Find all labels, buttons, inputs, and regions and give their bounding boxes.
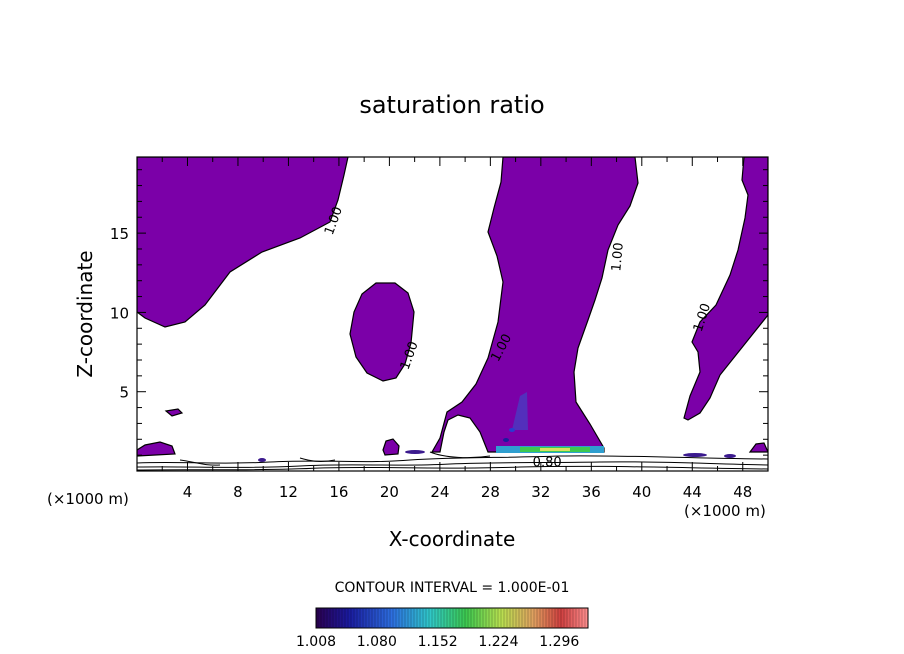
y-ticks xyxy=(137,169,768,456)
hotspot-dot-3 xyxy=(258,458,266,462)
hotspot-band-yellow xyxy=(540,448,570,451)
x-tick-labels: 4 8 12 16 20 24 28 32 36 40 44 48 xyxy=(183,483,753,501)
x-tick-label: 48 xyxy=(733,483,752,501)
colorbar-tick-label: 1.296 xyxy=(539,634,579,650)
y-tick-label: 10 xyxy=(110,304,129,322)
colorbar-stripes xyxy=(317,609,586,627)
surface-contour-lines xyxy=(137,451,768,471)
y-axis-label: Z-coordinate xyxy=(73,250,97,377)
region-ground-right xyxy=(748,442,768,453)
x-tick-label: 8 xyxy=(233,483,243,501)
x-unit-right: (×1000 m) xyxy=(684,502,766,520)
contour-label: 0.80 xyxy=(533,455,562,470)
x-tick-label: 32 xyxy=(531,483,550,501)
region-central-column xyxy=(430,157,639,453)
region-ground-left xyxy=(137,441,176,457)
plot-frame xyxy=(136,156,769,472)
colorbar-tick-label: 1.224 xyxy=(478,634,518,650)
hotspot-blue-streak xyxy=(512,392,528,430)
x-tick-label: 28 xyxy=(481,483,500,501)
x-axis-label: X-coordinate xyxy=(389,527,516,551)
x-tick-label: 40 xyxy=(632,483,651,501)
x-tick-label: 44 xyxy=(683,483,702,501)
x-tick-label: 12 xyxy=(279,483,298,501)
x-tick-label: 4 xyxy=(183,483,193,501)
region-top-left xyxy=(137,157,349,328)
region-right-strip xyxy=(683,157,768,421)
x-tick-label: 36 xyxy=(582,483,601,501)
contour-label-group: 0.80 xyxy=(533,455,562,470)
colorbar xyxy=(315,607,589,629)
hotspot-dot-4 xyxy=(683,453,707,457)
x-tick-label: 16 xyxy=(329,483,348,501)
chart-title: saturation ratio xyxy=(359,91,544,119)
hotspot-dot-6 xyxy=(405,450,425,454)
surface-hotspots xyxy=(258,392,736,462)
contour-interval-text: CONTOUR INTERVAL = 1.000E-01 xyxy=(335,580,570,596)
hotspot-dot-5 xyxy=(724,454,736,458)
contour-label: 1.00 xyxy=(609,242,626,272)
contour-label-group: 1.00 xyxy=(609,242,626,272)
hotspot-dot-2 xyxy=(503,438,509,442)
colorbar-tick-label: 1.080 xyxy=(357,634,397,650)
x-tick-label: 20 xyxy=(380,483,399,501)
colorbar-gradient xyxy=(315,607,589,629)
region-island xyxy=(349,282,415,382)
colorbar-tick-labels: 1.008 1.080 1.152 1.224 1.296 xyxy=(296,634,579,650)
x-ticks xyxy=(161,157,744,471)
y-tick-label: 15 xyxy=(110,225,129,243)
region-small-blob-2 xyxy=(382,438,400,456)
y-tick-label: 5 xyxy=(119,384,129,402)
x-tick-label: 24 xyxy=(430,483,449,501)
contour-fill-regions xyxy=(137,157,768,457)
region-small-blob-1 xyxy=(164,408,184,417)
colorbar-tick-label: 1.008 xyxy=(296,634,336,650)
colorbar-tick-label: 1.152 xyxy=(418,634,458,650)
y-tick-labels: 5 10 15 xyxy=(110,225,129,402)
hotspot-dot-1 xyxy=(509,428,515,432)
x-unit-left: (×1000 m) xyxy=(47,490,129,508)
